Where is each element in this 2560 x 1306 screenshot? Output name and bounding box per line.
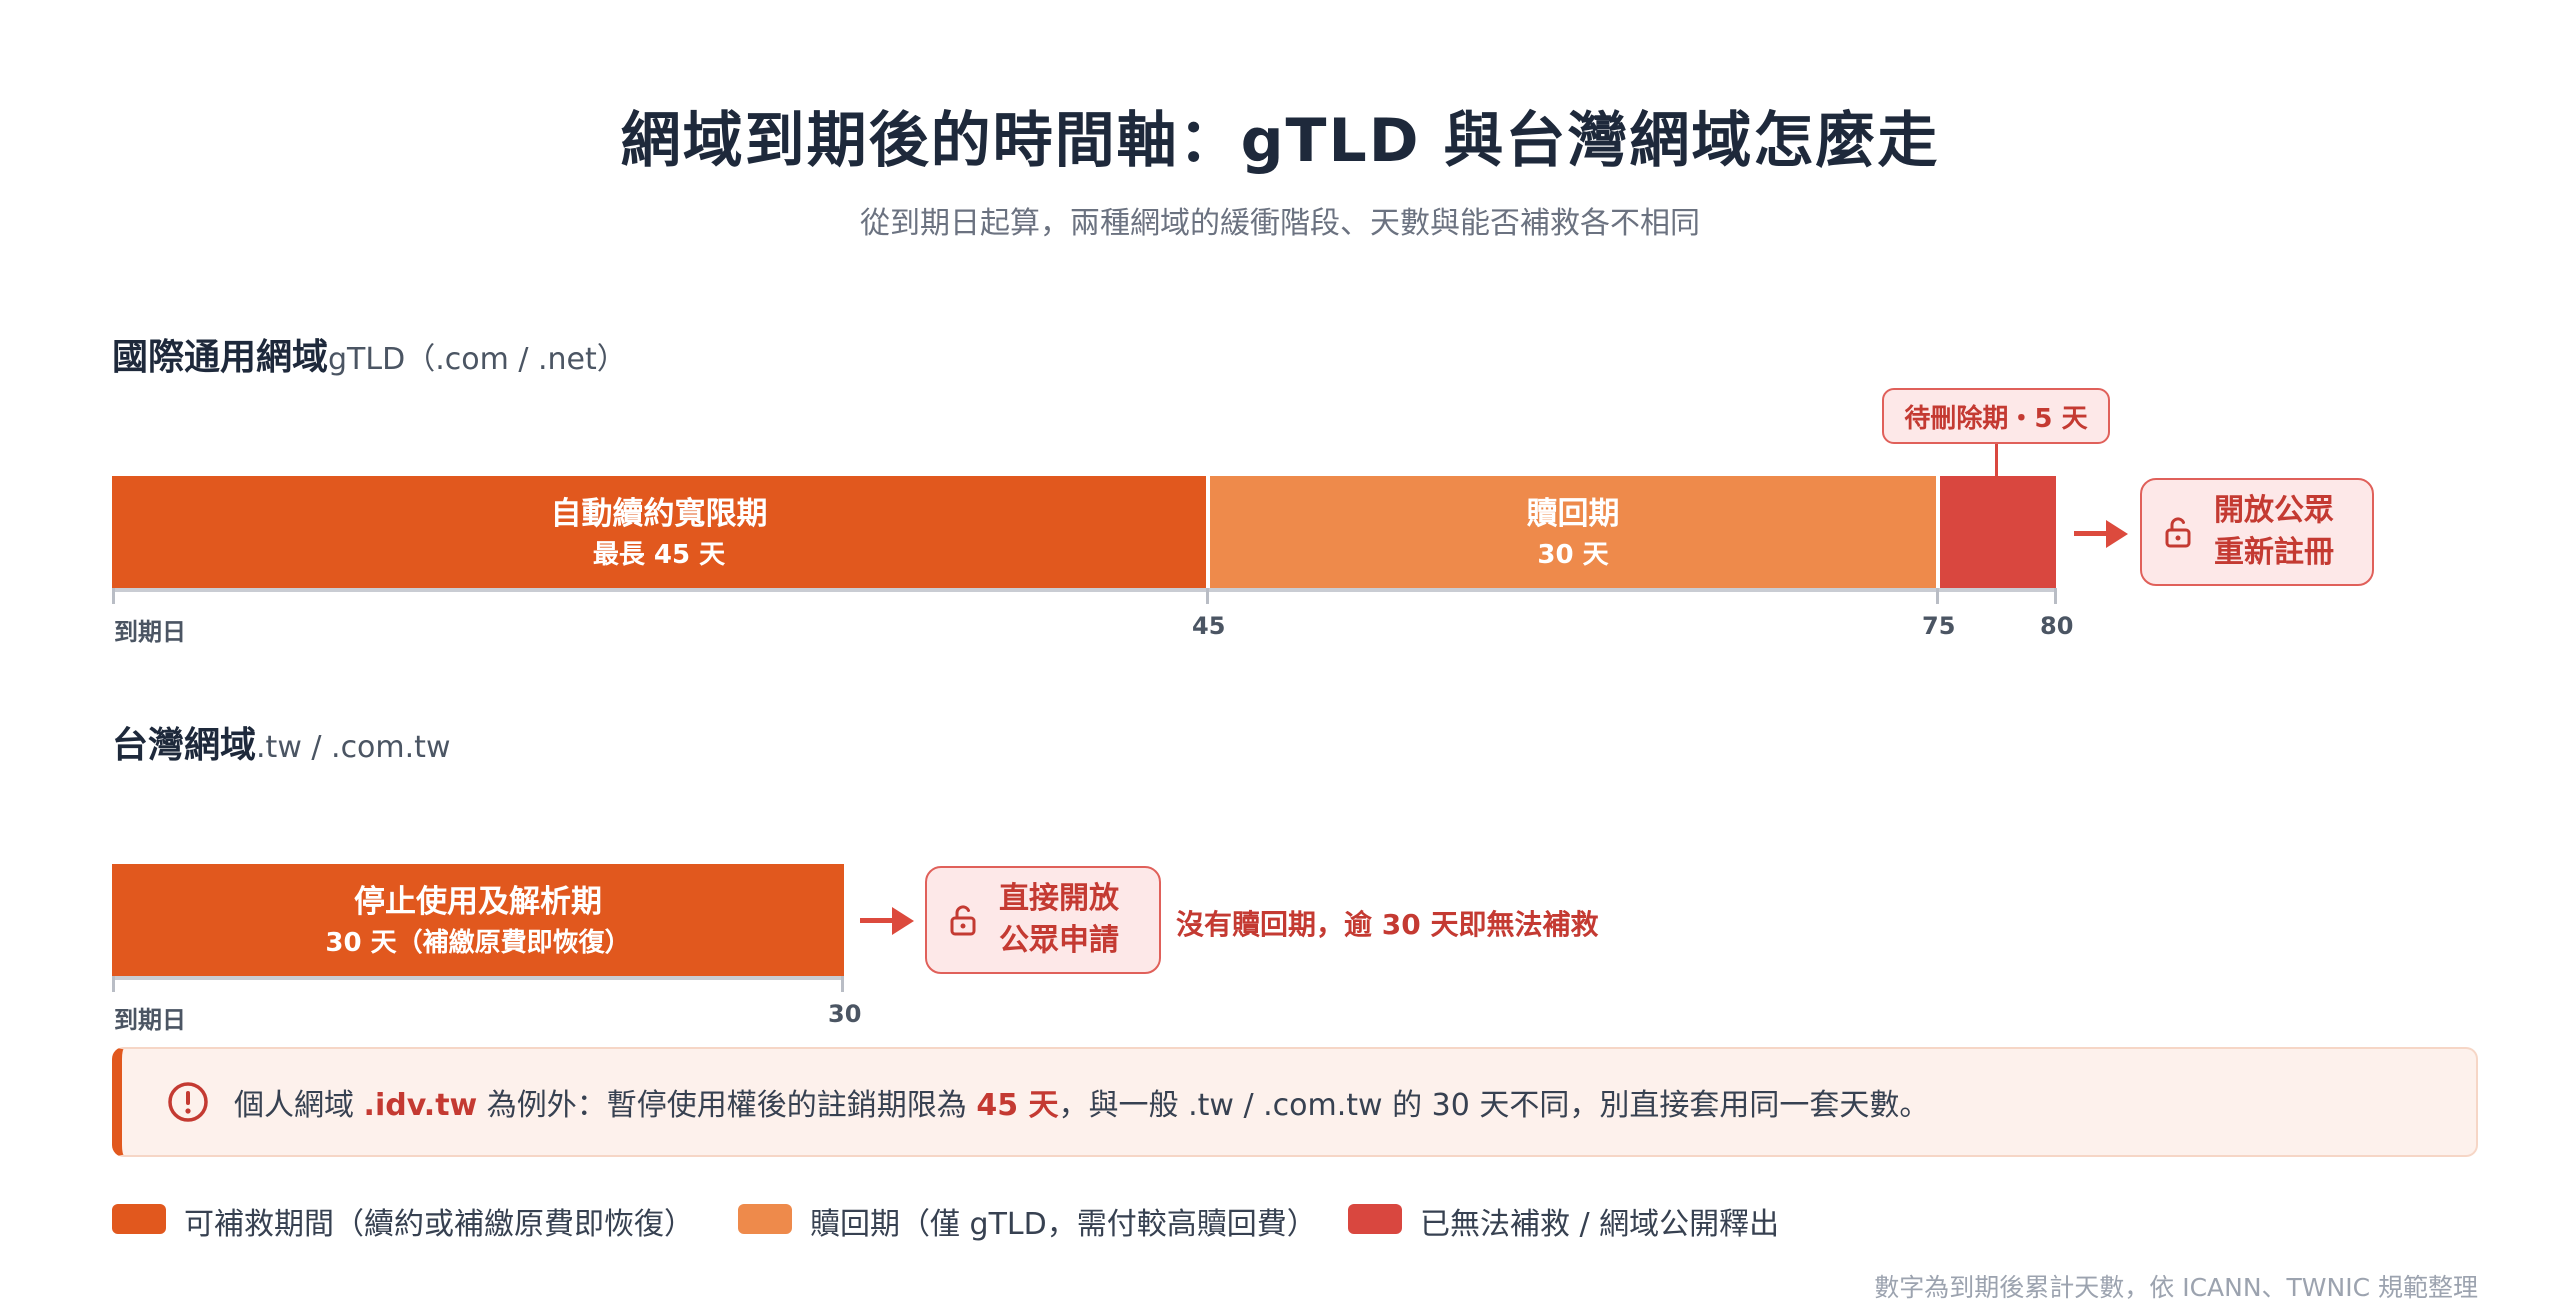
- gtld-release-box: 開放公眾 重新註冊: [2140, 478, 2374, 586]
- idv-exception-callout: 個人網域 .idv.tw 為例外：暫停使用權後的註銷期限為 45 天，與一般 .…: [112, 1047, 2478, 1157]
- gtld-axis: [112, 588, 2056, 592]
- gtld-tick-0: [112, 588, 115, 604]
- gtld-release-line2: 重新註冊: [2214, 535, 2334, 570]
- gtld-tick-label-80: 80: [2040, 612, 2074, 640]
- gtld-redemption-name: 贖回期: [1526, 495, 1620, 532]
- gtld-arrow: [2074, 531, 2108, 536]
- legend-swatch-redeem: [738, 1204, 792, 1234]
- arrow-right-icon: [892, 907, 914, 935]
- gtld-tick-label-expiry: 到期日: [114, 618, 186, 646]
- gtld-tick-80: [2054, 588, 2057, 604]
- callout-text-e: ，與一般 .tw / .com.tw 的 30 天不同，別直接套用同一套天數。: [1058, 1088, 1930, 1123]
- tw-tick-0: [112, 976, 115, 992]
- gtld-heading: 國際通用網域: [112, 337, 329, 378]
- tw-tick-label-expiry: 到期日: [114, 1006, 186, 1034]
- gtld-tick-label-45: 45: [1192, 612, 1226, 640]
- footnote: 數字為到期後累計天數，依 ICANN、TWNIC 規範整理: [1874, 1273, 2478, 1302]
- tw-note-suffix: 即無法補救: [1458, 908, 1599, 941]
- page-title: 網域到期後的時間軸：gTLD 與台灣網域怎麼走: [620, 106, 1940, 176]
- tw-no-redemption-note: 沒有贖回期，逾 30 天即無法補救: [1176, 903, 1598, 943]
- unlock-icon: [950, 905, 976, 936]
- unlock-icon: [2165, 517, 2191, 548]
- callout-text-a: 個人網域: [234, 1088, 364, 1123]
- tw-release-line2: 公眾申請: [999, 923, 1119, 958]
- tw-tick-label-30: 30: [828, 1000, 862, 1028]
- pending-connector: [1995, 444, 1998, 476]
- gtld-grace-name: 自動續約寬限期: [550, 495, 768, 532]
- pending-days: 5 天: [2034, 403, 2088, 434]
- tw-release-box: 直接開放 公眾申請: [925, 866, 1161, 974]
- gtld-section-heading: 國際通用網域gTLD（.com / .net）: [112, 328, 627, 380]
- gtld-tick-75: [1936, 588, 1939, 604]
- gtld-subheading: gTLD（.com / .net）: [328, 342, 627, 377]
- gtld-release-line1: 開放公眾: [2214, 493, 2334, 528]
- page-subtitle: 從到期日起算，兩種網域的緩衝階段、天數與能否補救各不相同: [860, 206, 1700, 241]
- callout-text-c: 為例外：暫停使用權後的註銷期限為: [477, 1088, 977, 1123]
- legend-label-redeem: 贖回期（僅 gTLD，需付較高贖回費）: [810, 1207, 1317, 1242]
- tw-release-line1: 直接開放: [999, 881, 1119, 916]
- legend-swatch-release: [1348, 1204, 1402, 1234]
- gtld-tick-label-75: 75: [1922, 612, 1956, 640]
- pending-label-text: 待刪除期・: [1904, 403, 2035, 434]
- tw-suspension-bar: 停止使用及解析期 30 天（補繳原費即恢復）: [112, 864, 844, 977]
- legend-label-release: 已無法補救 / 網域公開釋出: [1420, 1207, 1780, 1242]
- gtld-pending-delete-bar: [1940, 476, 2056, 589]
- gtld-redemption-bar: 贖回期 30 天: [1210, 476, 1936, 589]
- callout-message: 個人網域 .idv.tw 為例外：暫停使用權後的註銷期限為 45 天，與一般 .…: [234, 1080, 1929, 1124]
- arrow-right-icon: [2106, 520, 2128, 548]
- gtld-grace-period-bar: 自動續約寬限期 最長 45 天: [112, 476, 1206, 589]
- gtld-grace-detail: 最長 45 天: [592, 539, 726, 570]
- tw-note-days: 30 天: [1381, 908, 1459, 941]
- gtld-tick-45: [1206, 588, 1209, 604]
- callout-idv: .idv.tw: [363, 1088, 478, 1123]
- tw-heading: 台灣網域: [112, 725, 257, 766]
- alert-circle-icon: [168, 1082, 208, 1122]
- tw-section-heading: 台灣網域.tw / .com.tw: [112, 716, 450, 768]
- legend-label-rescue: 可補救期間（續約或補繳原費即恢復）: [184, 1207, 694, 1242]
- tw-suspension-name: 停止使用及解析期: [354, 883, 602, 920]
- tw-subheading: .tw / .com.tw: [256, 730, 451, 765]
- tw-suspension-detail: 30 天（補繳原費即恢復）: [325, 927, 631, 958]
- tw-axis: [112, 976, 844, 980]
- tw-note-prefix: 沒有贖回期，逾: [1176, 908, 1382, 941]
- tw-tick-30: [841, 976, 844, 992]
- callout-days: 45 天: [976, 1088, 1059, 1123]
- tw-arrow: [860, 918, 894, 923]
- gtld-redemption-detail: 30 天: [1537, 539, 1609, 570]
- legend-swatch-rescue: [112, 1204, 166, 1234]
- pending-delete-label: 待刪除期・ 5 天: [1882, 388, 2110, 444]
